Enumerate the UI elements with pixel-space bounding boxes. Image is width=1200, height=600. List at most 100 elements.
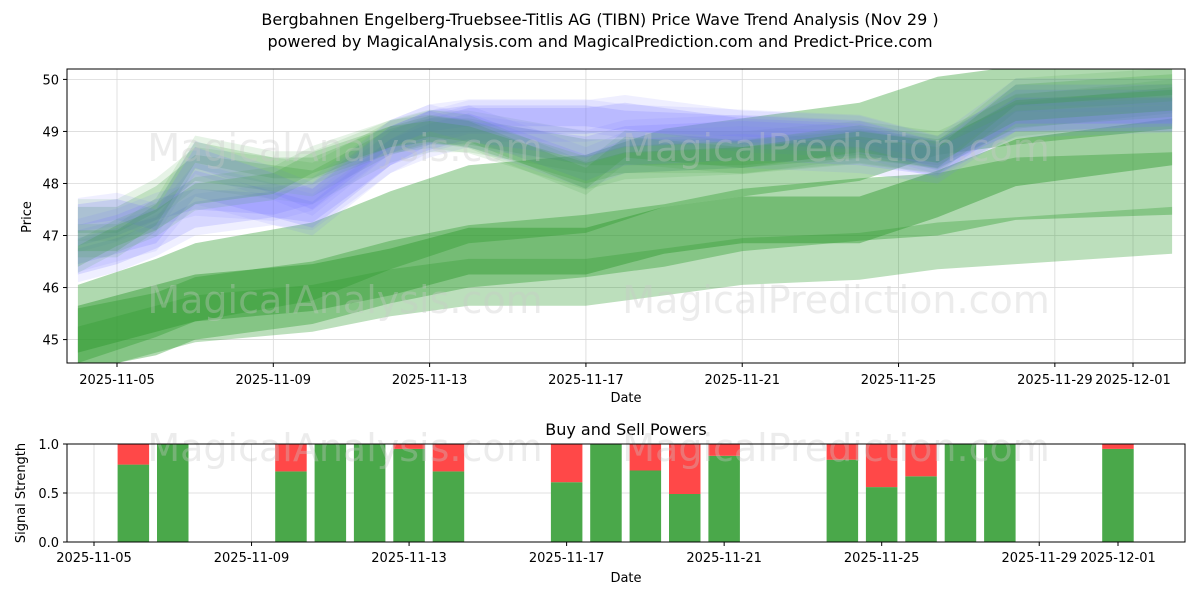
signal-x-tick-label: 2025-11-09 — [214, 551, 290, 566]
sell-bar — [905, 444, 937, 477]
buy-bar — [944, 444, 977, 542]
wave-d-band — [77, 84, 1173, 246]
sell-bar — [865, 444, 898, 488]
price-x-tick-label: 2025-11-17 — [548, 373, 624, 388]
signal-panel: Buy and Sell Powers MagicalAnalysis.com M… — [14, 420, 1186, 586]
buy-bar — [1102, 448, 1134, 542]
price-y-tick-label: 47 — [42, 230, 59, 245]
signal-x-tick-label: 2025-11-29 — [1001, 551, 1077, 566]
wave-f-band — [77, 105, 1173, 231]
signal-x-axis-ticks: 2025-11-05 2025-11-09 2025-11-13 2025-11-17… — [56, 542, 1156, 566]
sell-bar — [629, 444, 662, 471]
buy-bar — [432, 471, 465, 542]
sell-bar — [550, 444, 583, 483]
watermark-text: MagicalAnalysis.com — [147, 278, 542, 322]
price-y-tick-label: 48 — [42, 177, 59, 192]
buy-bar — [314, 444, 347, 542]
green-band-long-term-lower — [77, 152, 1173, 363]
price-x-tick-label: 2025-11-13 — [392, 373, 468, 388]
buy-bar — [117, 464, 150, 542]
buy-bar — [629, 470, 662, 542]
signal-x-axis-label: Date — [610, 571, 641, 586]
price-watermarks: MagicalAnalysis.com MagicalPrediction.com… — [147, 126, 1049, 322]
green-band-long-term-upper — [77, 69, 1173, 363]
green-trend-bands — [77, 69, 1173, 363]
sell-bar — [669, 444, 701, 494]
price-y-axis-label: Price — [20, 201, 35, 233]
price-x-axis-ticks: 2025-11-05 2025-11-09 2025-11-13 2025-11-17… — [79, 363, 1171, 388]
buy-bar — [590, 444, 622, 542]
signal-watermarks: MagicalAnalysis.com MagicalPrediction.com — [147, 426, 1049, 470]
price-x-tick-label: 2025-11-25 — [861, 373, 937, 388]
price-plot-frame — [66, 68, 1186, 364]
signal-y-tick-label: 1.0 — [38, 438, 59, 453]
buy-bar — [905, 476, 937, 542]
buy-bar — [353, 444, 386, 542]
wave-f-outer-band — [77, 99, 1173, 237]
wave-a-band — [77, 87, 1173, 233]
price-x-tick-label: 2025-12-01 — [1095, 373, 1171, 388]
price-gridlines — [67, 69, 1185, 363]
price-x-tick-label: 2025-11-09 — [236, 373, 312, 388]
watermark-text: MagicalPrediction.com — [622, 126, 1050, 170]
signal-y-tick-label: 0.0 — [38, 536, 59, 551]
price-x-tick-label: 2025-11-05 — [79, 373, 155, 388]
sell-bar — [117, 444, 150, 465]
buy-bar — [984, 444, 1016, 542]
watermark-text: MagicalAnalysis.com — [147, 126, 542, 170]
sell-bar — [1102, 444, 1134, 449]
wave-c-band — [77, 97, 1173, 275]
signal-x-tick-label: 2025-11-13 — [371, 551, 447, 566]
price-y-tick-label: 50 — [42, 73, 59, 88]
price-y-tick-label: 46 — [42, 282, 59, 297]
buy-bar — [826, 459, 859, 542]
buy-bar — [669, 494, 701, 542]
wave-bands — [77, 69, 1173, 283]
price-y-tick-label: 45 — [42, 334, 59, 349]
price-panel: MagicalAnalysis.com MagicalPrediction.com… — [20, 68, 1186, 406]
price-x-tick-label: 2025-11-29 — [1017, 373, 1093, 388]
buy-bar — [865, 487, 898, 542]
signal-x-tick-label: 2025-11-05 — [56, 551, 132, 566]
signal-x-tick-label: 2025-11-17 — [529, 551, 605, 566]
watermark-text: MagicalPrediction.com — [622, 278, 1050, 322]
wave-e-outer-band — [77, 69, 1173, 258]
sell-bar — [708, 444, 740, 456]
wave-g-outer-band — [77, 83, 1173, 273]
wave-e-band — [77, 74, 1173, 252]
signal-x-tick-label: 2025-11-21 — [686, 551, 762, 566]
wave-a-outer-band — [77, 79, 1173, 241]
signal-x-tick-label: 2025-12-01 — [1080, 551, 1156, 566]
signal-bars — [117, 444, 1134, 542]
wave-b-band — [77, 97, 1173, 265]
signal-y-axis-label: Signal Strength — [14, 443, 29, 543]
chart-subtitle: powered by MagicalAnalysis.com and Magic… — [267, 32, 933, 51]
watermark-text: MagicalAnalysis.com — [147, 426, 542, 470]
price-y-axis-ticks: 45 46 47 48 49 50 — [42, 73, 67, 349]
green-band-long-term-base — [77, 118, 1173, 353]
wave-d-outer-band — [77, 78, 1173, 253]
price-x-axis-label: Date — [610, 391, 641, 406]
buy-bar — [550, 482, 583, 542]
signal-x-tick-label: 2025-11-25 — [844, 551, 920, 566]
wave-g-band — [77, 89, 1173, 267]
wave-b-outer-band — [77, 89, 1173, 272]
sell-bar — [826, 444, 859, 460]
signal-panel-title: Buy and Sell Powers — [545, 420, 707, 439]
buy-bar — [275, 471, 307, 542]
buy-bar — [393, 448, 425, 542]
buy-bar — [708, 455, 740, 542]
wave-c-outer-band — [77, 89, 1173, 283]
sell-bar — [275, 444, 307, 472]
price-plot-area — [67, 69, 1185, 363]
green-band-mid-term-lower — [77, 206, 1173, 363]
chart-title: Bergbahnen Engelberg-Truebsee-Titlis AG … — [261, 10, 939, 29]
signal-y-tick-label: 0.5 — [38, 487, 59, 502]
price-x-tick-label: 2025-11-21 — [704, 373, 780, 388]
sell-bar — [432, 444, 465, 472]
signal-y-axis-ticks: 0.0 0.5 1.0 — [38, 438, 67, 551]
buy-bar — [157, 444, 189, 542]
sell-bar — [393, 444, 425, 449]
watermark-text: MagicalPrediction.com — [622, 426, 1050, 470]
